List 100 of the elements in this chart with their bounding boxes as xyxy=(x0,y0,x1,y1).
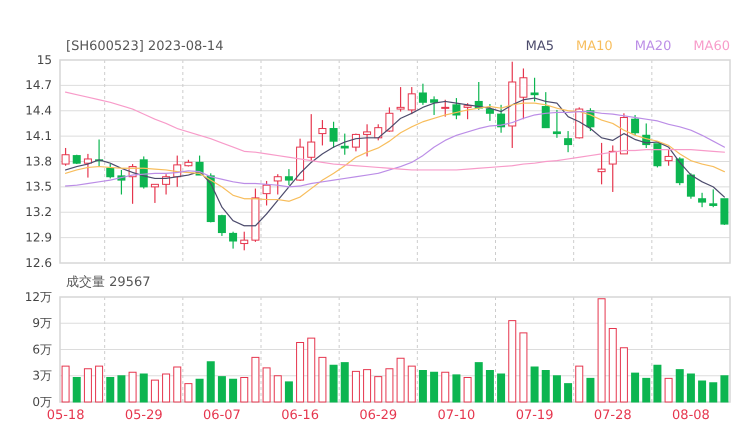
bar xyxy=(62,366,70,402)
bar xyxy=(95,366,104,402)
y-tick-label: 13.5 xyxy=(25,180,52,194)
candlestick xyxy=(664,149,673,166)
bar xyxy=(575,366,584,402)
bar xyxy=(552,375,561,402)
x-tick-label: 07-19 xyxy=(516,408,554,424)
bar xyxy=(497,374,506,402)
candlestick xyxy=(598,142,606,185)
text: MA10 xyxy=(576,39,613,54)
bar xyxy=(464,377,472,402)
bar xyxy=(150,380,159,402)
candlestick xyxy=(318,119,326,146)
bar xyxy=(340,362,349,402)
bar xyxy=(486,370,494,402)
bar xyxy=(709,382,718,402)
bar xyxy=(262,367,271,402)
y-tick-label: 13.8 xyxy=(25,154,52,168)
candlestick xyxy=(262,180,271,206)
candlestick xyxy=(218,214,226,237)
bar xyxy=(608,328,617,402)
candlestick xyxy=(62,147,70,166)
bar xyxy=(452,374,460,402)
bar xyxy=(196,378,204,402)
y-tick-label: 12万 xyxy=(24,290,52,304)
candlestick xyxy=(340,132,349,156)
y-tick-label: 14.1 xyxy=(25,128,52,143)
x-tick-label: 08-08 xyxy=(672,408,710,424)
bar xyxy=(296,342,304,402)
y-tick-label: 9万 xyxy=(32,316,52,330)
chart-title: [SH600523] 2023-08-14 xyxy=(66,39,224,54)
candlestick xyxy=(530,77,539,102)
x-tick-label: 05-29 xyxy=(124,408,163,424)
bar xyxy=(508,320,516,402)
bar xyxy=(84,368,92,402)
y-tick-label: 14.4 xyxy=(25,104,52,118)
bar xyxy=(173,366,182,402)
candlestick xyxy=(330,121,338,149)
candlestick xyxy=(307,114,316,162)
bar xyxy=(676,369,684,402)
bar xyxy=(117,375,126,402)
bar xyxy=(653,364,662,402)
bar xyxy=(598,298,606,402)
bar xyxy=(318,356,326,402)
bar xyxy=(184,383,192,402)
bar xyxy=(530,366,539,402)
line-series xyxy=(64,92,726,171)
bar xyxy=(229,378,238,402)
candlestick xyxy=(150,184,159,204)
bar xyxy=(363,369,372,402)
text: MA60 xyxy=(693,39,730,54)
bar xyxy=(396,358,405,402)
x-tick-label: 07-28 xyxy=(594,408,632,424)
x-tick-label: 05-18 xyxy=(46,408,84,424)
bar xyxy=(162,374,170,402)
candlestick xyxy=(106,163,114,180)
candlestick xyxy=(274,174,282,196)
bar xyxy=(631,372,640,402)
bar xyxy=(307,338,316,402)
candlestick xyxy=(229,231,238,250)
bar xyxy=(620,347,628,402)
candlestick xyxy=(284,168,293,186)
bar xyxy=(106,377,114,402)
candlestick xyxy=(162,174,170,196)
candlestick xyxy=(374,124,382,141)
candlestick xyxy=(408,86,416,115)
bar xyxy=(284,381,293,402)
y-tick-label: 13.2 xyxy=(25,205,52,220)
candlestick xyxy=(631,114,640,136)
candlestick xyxy=(542,92,550,128)
bar xyxy=(430,372,438,402)
candlestick xyxy=(464,102,472,120)
candlestick xyxy=(352,132,360,152)
bar xyxy=(218,376,226,402)
bar xyxy=(206,361,215,402)
x-tick-label: 06-16 xyxy=(281,408,319,424)
bar xyxy=(720,375,728,402)
bar xyxy=(374,376,382,402)
x-tick-label: 07-10 xyxy=(438,408,476,424)
bar xyxy=(441,372,450,402)
bar xyxy=(474,362,483,402)
bar xyxy=(408,366,416,402)
candlestick xyxy=(486,103,494,122)
chart-title: 成交量 29567 xyxy=(66,274,150,290)
candlestick xyxy=(698,192,706,208)
candlestick xyxy=(418,83,427,106)
bar xyxy=(352,370,360,402)
candlestick xyxy=(608,144,617,193)
bar xyxy=(140,374,148,402)
x-tick-label: 06-07 xyxy=(203,408,241,424)
y-tick-label: 12.6 xyxy=(25,256,52,270)
bar xyxy=(686,374,695,402)
bar xyxy=(330,364,338,402)
candlestick xyxy=(72,154,81,165)
candlestick xyxy=(552,109,561,138)
candlestick xyxy=(430,96,438,116)
bar xyxy=(418,370,427,402)
candlestick xyxy=(497,104,506,134)
bar xyxy=(251,356,260,402)
bar xyxy=(385,368,394,402)
